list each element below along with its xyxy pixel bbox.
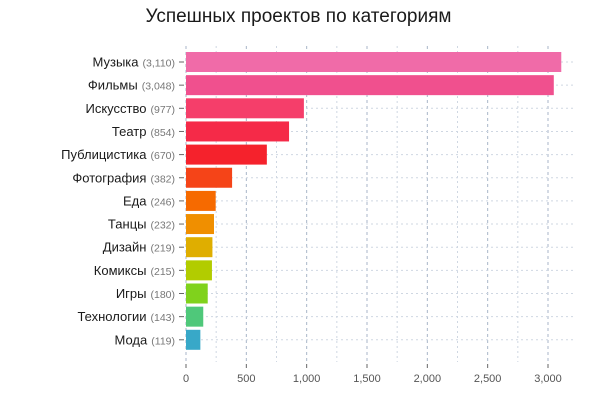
- bar: [186, 144, 267, 165]
- category-label: Игры (180): [116, 286, 175, 301]
- category-name: Музыка: [93, 55, 140, 70]
- x-tick-label: 0: [183, 373, 189, 385]
- category-count: (3,110): [143, 58, 176, 70]
- category-name: Публицистика: [61, 147, 147, 162]
- bar: [186, 306, 204, 327]
- category-label: Комиксы (215): [94, 263, 175, 278]
- category-label: Искусство (977): [86, 101, 176, 116]
- bar: [186, 329, 201, 350]
- bar: [186, 98, 304, 119]
- category-name: Фильмы: [88, 78, 138, 93]
- category-name: Еда: [123, 193, 147, 208]
- category-label: Фотография (382): [72, 170, 175, 185]
- category-label: Публицистика (670): [61, 147, 175, 162]
- bar: [186, 283, 208, 304]
- category-count: (670): [150, 150, 175, 162]
- x-tick-label: 2,000: [414, 373, 442, 385]
- bar: [186, 214, 214, 235]
- category-name: Игры: [116, 286, 147, 301]
- bar: [186, 237, 213, 258]
- bar: [186, 121, 290, 142]
- category-count: (215): [150, 266, 175, 278]
- bar: [186, 52, 562, 72]
- category-count: (3,048): [142, 81, 175, 93]
- category-name: Технологии: [77, 309, 146, 324]
- x-tick-label: 1,500: [353, 373, 381, 385]
- bar: [186, 75, 554, 96]
- bar: [186, 190, 216, 211]
- category-name: Дизайн: [103, 240, 147, 255]
- category-count: (246): [150, 196, 175, 208]
- category-name: Театр: [112, 124, 147, 139]
- category-label: Фильмы (3,048): [88, 78, 175, 93]
- category-count: (854): [150, 127, 175, 139]
- category-name: Искусство: [86, 101, 147, 116]
- bar: [186, 167, 233, 188]
- category-count: (180): [150, 289, 175, 301]
- x-tick-label: 2,500: [474, 373, 502, 385]
- category-name: Комиксы: [94, 263, 147, 278]
- category-label: Музыка (3,110): [93, 55, 175, 70]
- category-name: Мода: [115, 332, 149, 347]
- category-count: (382): [150, 173, 175, 185]
- category-count: (119): [151, 335, 175, 347]
- category-name: Фотография: [72, 170, 146, 185]
- category-label: Мода (119): [115, 332, 175, 347]
- x-tick-label: 1,000: [293, 373, 321, 385]
- category-label: Театр (854): [112, 124, 175, 139]
- category-label: Танцы (232): [108, 217, 175, 232]
- category-count: (977): [150, 104, 175, 116]
- chart-title: Успешных проектов по категориям: [145, 6, 452, 27]
- category-label: Дизайн (219): [103, 240, 175, 255]
- bar: [186, 260, 212, 281]
- category-count: (143): [150, 312, 175, 324]
- x-tick-label: 3,000: [534, 373, 562, 385]
- category-name: Танцы: [108, 217, 147, 232]
- category-count: (219): [150, 243, 175, 255]
- category-label: Еда (246): [123, 193, 175, 208]
- x-tick-label: 500: [237, 373, 255, 385]
- category-label: Технологии (143): [77, 309, 175, 324]
- category-count: (232): [150, 220, 175, 232]
